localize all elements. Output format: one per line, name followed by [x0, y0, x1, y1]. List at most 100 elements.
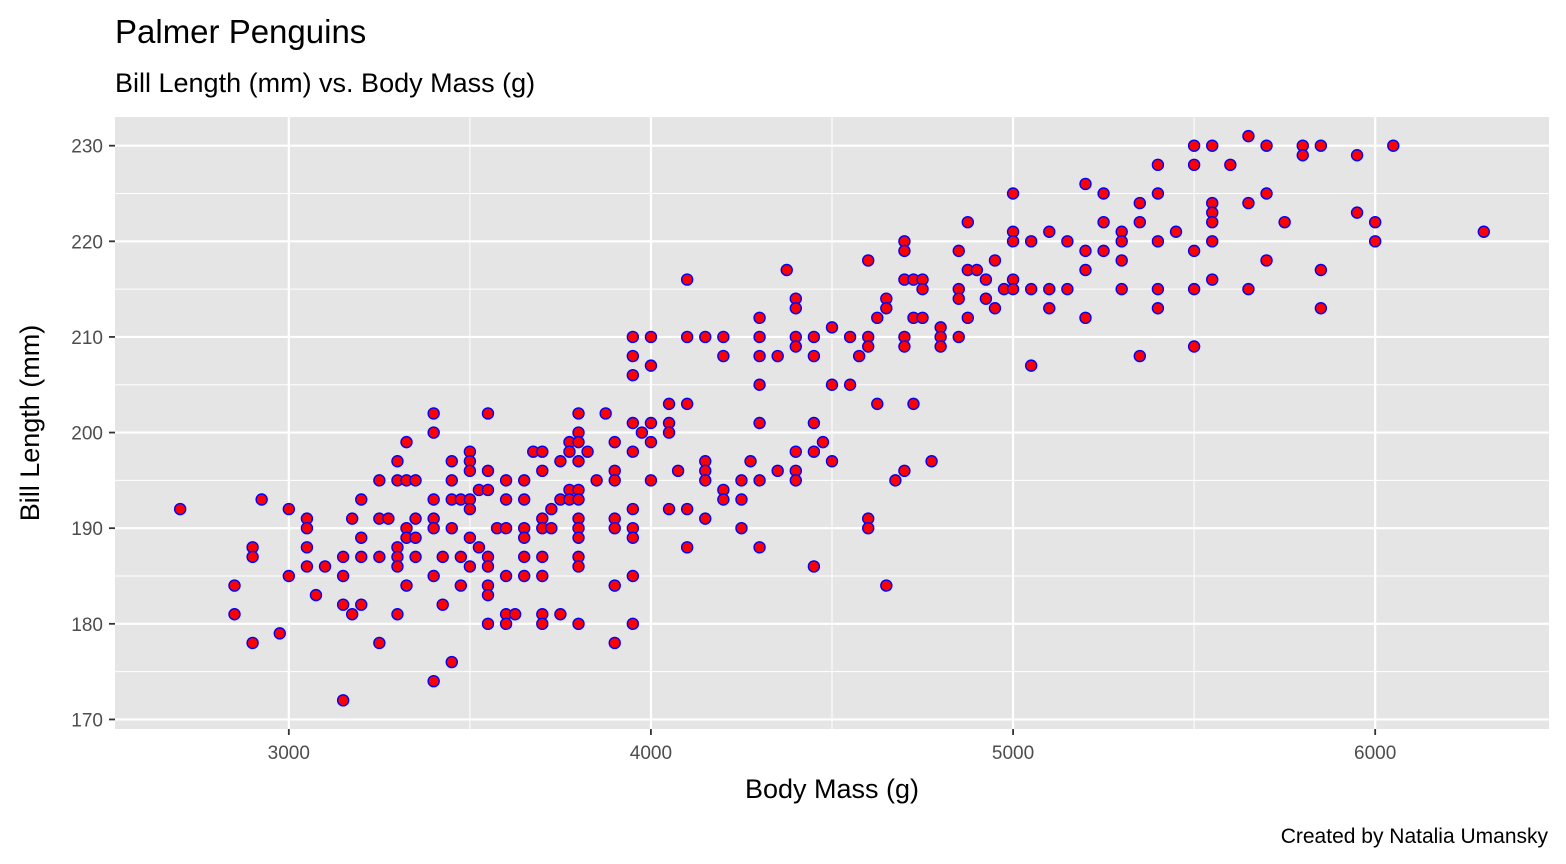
data-point	[807, 330, 821, 344]
data-point	[680, 397, 694, 411]
data-point	[1115, 282, 1128, 296]
data-point	[626, 502, 640, 516]
data-point	[563, 445, 576, 458]
data-point	[662, 426, 676, 439]
data-point	[427, 493, 440, 506]
data-point	[409, 512, 422, 525]
data-point	[952, 244, 965, 258]
data-point	[499, 617, 513, 631]
data-point	[1043, 225, 1056, 238]
data-point	[427, 407, 440, 420]
data-point	[680, 541, 694, 554]
data-point	[1006, 235, 1020, 248]
data-point	[1260, 187, 1273, 200]
data-point	[880, 302, 893, 315]
data-point	[599, 407, 612, 420]
data-point	[1242, 196, 1255, 210]
data-point	[1097, 187, 1110, 200]
data-point	[228, 608, 241, 621]
data-point	[409, 550, 422, 564]
data-point	[391, 455, 404, 468]
data-point	[744, 455, 757, 468]
data-point	[626, 330, 640, 344]
chart-title: Palmer Penguins	[115, 13, 367, 50]
data-point	[481, 483, 495, 497]
data-point	[355, 531, 368, 544]
data-point	[780, 263, 793, 277]
data-point	[400, 579, 413, 592]
data-point	[952, 330, 965, 344]
data-point	[373, 550, 386, 564]
x-axis-title: Body Mass (g)	[745, 774, 919, 804]
y-tick-label: 190	[71, 519, 103, 540]
data-point	[979, 273, 993, 286]
data-point	[1187, 139, 1201, 152]
data-point	[753, 474, 766, 487]
data-point	[282, 502, 296, 516]
data-point	[735, 521, 748, 535]
data-point	[871, 311, 884, 325]
data-point	[862, 521, 875, 535]
data-point	[1187, 282, 1201, 296]
data-point	[427, 674, 440, 688]
chart-caption: Created by Natalia Umansky	[1280, 825, 1548, 848]
data-point	[699, 474, 712, 487]
y-tick-label: 180	[71, 615, 103, 636]
data-point	[807, 560, 821, 573]
data-point	[228, 579, 241, 592]
data-point	[1079, 263, 1092, 277]
data-point	[1043, 282, 1056, 296]
data-point	[1314, 139, 1328, 152]
y-tick-label: 220	[71, 232, 103, 253]
data-point	[843, 378, 857, 391]
data-point	[753, 330, 766, 344]
data-point	[898, 464, 911, 478]
data-point	[889, 474, 902, 487]
data-point	[572, 617, 585, 631]
data-point	[1024, 282, 1038, 296]
data-point	[843, 330, 857, 344]
data-points	[173, 129, 1491, 707]
data-point	[644, 359, 658, 372]
data-point	[907, 397, 920, 411]
data-point	[934, 340, 947, 353]
data-point	[1187, 158, 1201, 172]
data-point	[735, 493, 748, 506]
data-point	[1242, 282, 1255, 296]
data-point	[517, 569, 531, 583]
data-point	[1043, 302, 1056, 315]
data-point	[1115, 235, 1128, 248]
data-point	[1368, 235, 1382, 248]
data-point	[825, 455, 839, 468]
data-point	[735, 474, 748, 487]
data-point	[789, 474, 802, 487]
data-point	[445, 455, 458, 468]
data-point	[626, 569, 640, 583]
data-point	[988, 302, 1002, 315]
y-tick-label: 170	[71, 710, 103, 731]
data-point	[463, 531, 477, 544]
data-point	[988, 254, 1002, 267]
data-point	[1079, 177, 1092, 191]
data-point	[463, 502, 477, 516]
data-point	[825, 321, 839, 334]
data-point	[852, 349, 866, 363]
data-point	[545, 502, 558, 516]
data-point	[1061, 282, 1074, 296]
data-point	[554, 608, 567, 621]
data-point	[572, 493, 585, 506]
data-point	[608, 521, 621, 535]
data-point	[916, 311, 929, 325]
data-point	[753, 349, 766, 363]
data-point	[1024, 359, 1038, 372]
data-point	[771, 464, 784, 478]
data-point	[898, 340, 911, 353]
data-point	[680, 502, 694, 516]
data-point	[626, 416, 640, 430]
data-point	[481, 407, 495, 420]
data-point	[300, 521, 314, 535]
data-point	[355, 550, 368, 564]
data-point	[300, 541, 314, 554]
data-point	[635, 426, 649, 439]
